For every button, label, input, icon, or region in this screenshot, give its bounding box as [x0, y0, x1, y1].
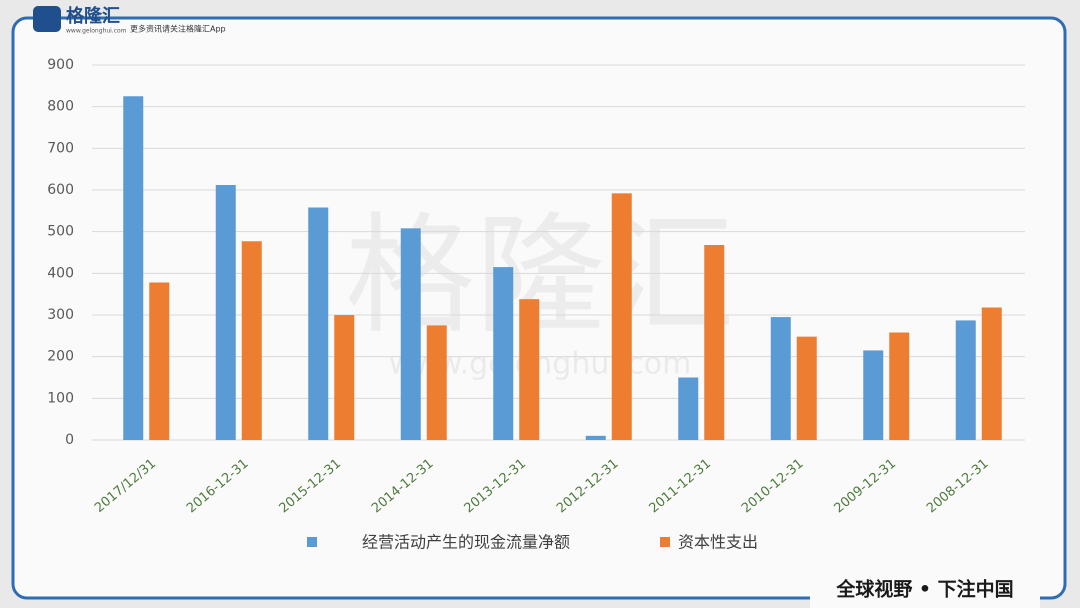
bar [519, 299, 540, 440]
bar [400, 228, 421, 440]
footer-box [810, 575, 1040, 608]
y-tick-label: 600 [47, 182, 74, 198]
bar [796, 336, 817, 440]
y-tick-label: 800 [47, 99, 74, 115]
legend-swatch [307, 537, 317, 547]
bar [611, 193, 632, 440]
bar [981, 307, 1002, 440]
logo-text: 格隆汇 [66, 5, 120, 27]
bar [334, 315, 355, 440]
y-tick-label: 500 [47, 224, 74, 240]
bar [241, 241, 262, 440]
bar [493, 267, 514, 440]
bar [123, 96, 144, 440]
bar [678, 377, 699, 440]
footer: 全球视野 • 下注中国 [835, 578, 1013, 601]
bar [426, 325, 447, 440]
y-tick-label: 300 [47, 307, 74, 323]
bar [955, 320, 976, 440]
y-tick-label: 0 [65, 432, 74, 448]
logo-site: www.gelonghui.com [66, 28, 127, 35]
tagline: 更多资讯请关注格隆汇App [130, 24, 226, 34]
legend-label: 经营活动产生的现金流量净额 [362, 533, 570, 552]
logo-icon [33, 6, 61, 32]
bar [215, 185, 236, 440]
y-tick-label: 400 [47, 265, 74, 281]
legend-swatch [660, 537, 670, 547]
bar [308, 207, 329, 440]
y-tick-label: 200 [47, 349, 74, 365]
bar [770, 317, 791, 440]
y-tick-label: 100 [47, 390, 74, 406]
bar [863, 350, 884, 440]
y-tick-label: 900 [47, 57, 74, 73]
bar [704, 245, 725, 440]
bar [889, 332, 910, 440]
bar [149, 282, 170, 440]
legend-label: 资本性支出 [678, 533, 758, 552]
y-tick-label: 700 [47, 140, 74, 156]
bar [585, 435, 606, 440]
